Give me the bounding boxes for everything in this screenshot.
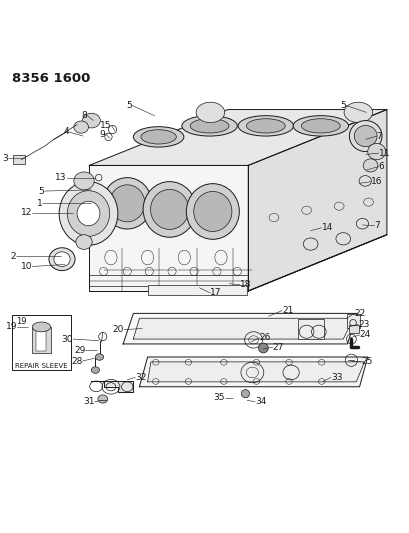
Text: 22: 22 xyxy=(353,309,365,318)
Bar xyxy=(346,314,360,328)
Text: 33: 33 xyxy=(330,373,342,382)
Ellipse shape xyxy=(54,252,70,266)
Ellipse shape xyxy=(343,102,372,123)
Ellipse shape xyxy=(74,172,94,190)
Ellipse shape xyxy=(353,125,376,147)
Text: 16: 16 xyxy=(370,177,381,186)
Bar xyxy=(32,327,50,353)
Ellipse shape xyxy=(59,182,117,245)
Text: 15: 15 xyxy=(100,122,112,131)
Text: 14: 14 xyxy=(321,223,332,232)
Ellipse shape xyxy=(98,395,108,403)
Ellipse shape xyxy=(150,189,188,230)
Ellipse shape xyxy=(292,116,348,136)
Text: 20: 20 xyxy=(112,325,124,334)
Text: 1: 1 xyxy=(36,199,43,208)
Bar xyxy=(147,285,247,295)
Text: 21: 21 xyxy=(281,306,293,315)
Text: 31: 31 xyxy=(83,397,94,406)
Polygon shape xyxy=(147,362,364,382)
Ellipse shape xyxy=(182,116,237,136)
Text: 5: 5 xyxy=(126,101,132,110)
Text: 9: 9 xyxy=(100,130,106,139)
Text: 25: 25 xyxy=(360,357,372,366)
Polygon shape xyxy=(89,110,386,165)
Ellipse shape xyxy=(141,130,176,144)
Ellipse shape xyxy=(67,191,110,236)
Ellipse shape xyxy=(143,182,196,237)
Text: 2: 2 xyxy=(10,252,16,261)
Text: 13: 13 xyxy=(55,173,67,182)
Text: 23: 23 xyxy=(357,320,369,329)
Text: 35: 35 xyxy=(213,393,225,402)
Polygon shape xyxy=(139,357,367,387)
Polygon shape xyxy=(91,382,133,392)
Text: 5: 5 xyxy=(339,101,345,110)
Ellipse shape xyxy=(238,116,293,136)
Text: 5: 5 xyxy=(38,187,44,196)
Ellipse shape xyxy=(91,367,99,373)
Text: 7: 7 xyxy=(374,221,380,230)
Bar xyxy=(298,319,323,339)
Ellipse shape xyxy=(241,390,249,398)
Bar xyxy=(13,155,25,164)
Text: 4: 4 xyxy=(63,127,69,136)
Text: 19: 19 xyxy=(6,322,17,332)
Polygon shape xyxy=(123,313,357,344)
Text: 32: 32 xyxy=(135,373,146,382)
Ellipse shape xyxy=(348,120,381,151)
Ellipse shape xyxy=(82,113,100,128)
Text: 3: 3 xyxy=(2,154,8,163)
Text: 26: 26 xyxy=(258,333,270,342)
Ellipse shape xyxy=(190,119,228,133)
Ellipse shape xyxy=(196,102,224,123)
Text: 12: 12 xyxy=(21,208,32,217)
Ellipse shape xyxy=(74,121,88,133)
Text: REPAIR SLEEVE: REPAIR SLEEVE xyxy=(15,362,67,368)
Ellipse shape xyxy=(32,322,50,332)
Ellipse shape xyxy=(77,201,100,226)
Ellipse shape xyxy=(362,159,377,172)
Ellipse shape xyxy=(301,119,339,133)
Text: 28: 28 xyxy=(71,357,82,366)
Polygon shape xyxy=(248,110,386,291)
Ellipse shape xyxy=(49,248,75,271)
Text: 8: 8 xyxy=(81,111,87,120)
Ellipse shape xyxy=(103,177,151,229)
Ellipse shape xyxy=(95,354,103,360)
Polygon shape xyxy=(89,165,248,291)
Ellipse shape xyxy=(186,184,239,239)
Ellipse shape xyxy=(133,127,184,147)
Text: 24: 24 xyxy=(359,330,370,340)
Text: 30: 30 xyxy=(61,335,73,344)
Text: 29: 29 xyxy=(74,345,85,354)
Ellipse shape xyxy=(76,235,92,249)
Ellipse shape xyxy=(246,119,285,133)
Text: 17: 17 xyxy=(210,288,221,297)
Text: 10: 10 xyxy=(21,262,32,271)
Text: 11: 11 xyxy=(378,149,389,158)
Bar xyxy=(348,325,358,333)
Ellipse shape xyxy=(193,191,231,231)
Bar xyxy=(12,316,71,370)
Ellipse shape xyxy=(258,343,267,353)
Text: 27: 27 xyxy=(272,343,283,352)
Polygon shape xyxy=(133,318,353,339)
Ellipse shape xyxy=(109,185,144,222)
Text: 19: 19 xyxy=(16,317,27,326)
Text: 34: 34 xyxy=(254,397,266,406)
Text: 7: 7 xyxy=(376,132,382,141)
Text: 8356 1600: 8356 1600 xyxy=(12,71,90,85)
Ellipse shape xyxy=(367,143,385,160)
Bar xyxy=(36,329,46,351)
Text: 18: 18 xyxy=(240,280,251,289)
Text: 6: 6 xyxy=(378,162,384,171)
